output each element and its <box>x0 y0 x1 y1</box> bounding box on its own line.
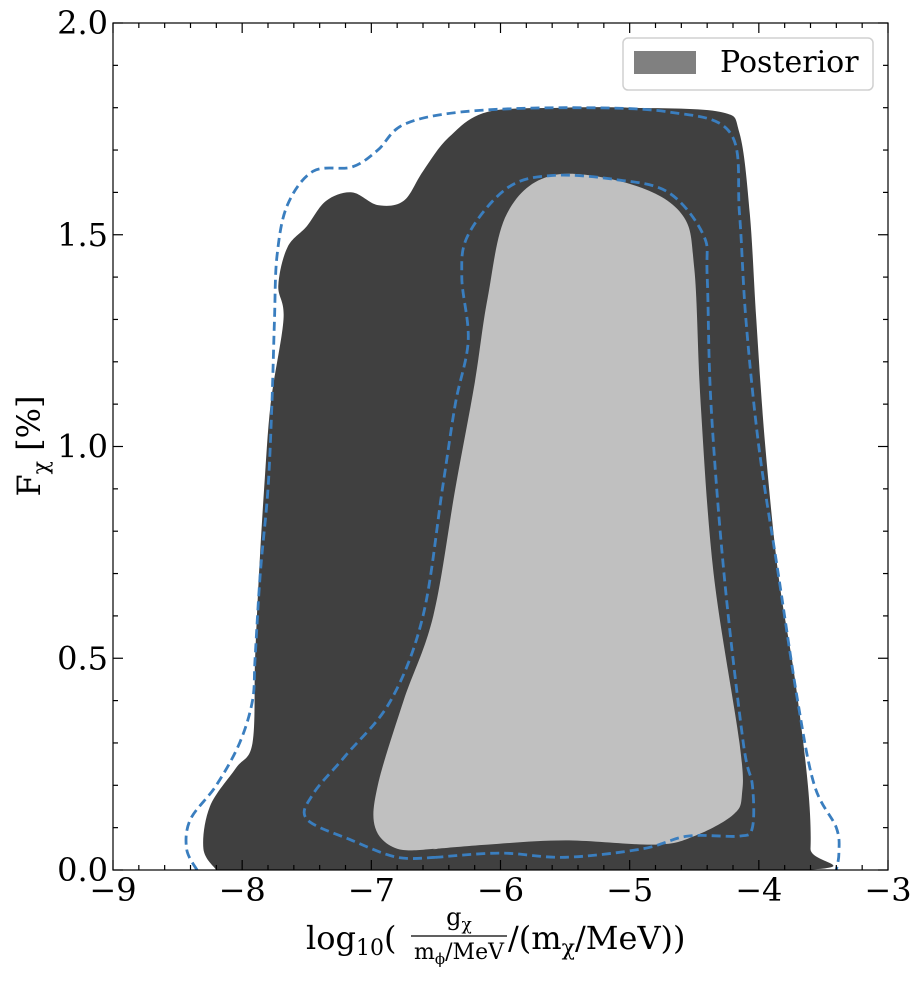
contour-regions <box>184 106 841 870</box>
x-tick-label: −3 <box>864 871 911 909</box>
svg-text:/(mχ/MeV)): /(mχ/MeV)) <box>508 919 686 961</box>
legend-swatch <box>634 51 696 74</box>
plot-frame <box>112 22 889 871</box>
x-tick-label: −4 <box>735 871 782 909</box>
y-tick-label: 1.0 <box>57 428 108 466</box>
y-axis-title: Fχ [%] <box>10 395 54 496</box>
dashed-inner-contour <box>302 173 756 860</box>
x-tick-label: −5 <box>606 871 653 909</box>
x-tick-label: −6 <box>477 871 524 909</box>
tick-labels: −9 −8 −7 −6 −5 −4 −3 0.0 0.5 1.0 1.5 2.0 <box>57 4 911 909</box>
axis-ticks <box>112 22 889 871</box>
x-tick-label: −7 <box>348 871 395 909</box>
svg-text:gχ: gχ <box>446 903 472 935</box>
x-axis-title: log10( gχ mϕ/MeV /(mχ/MeV)) <box>306 903 686 968</box>
dashed-outer-contour <box>184 106 841 870</box>
y-tick-label: 0.0 <box>57 851 108 889</box>
x-tick-label: −8 <box>219 871 266 909</box>
posterior-inner-region <box>373 173 743 851</box>
y-tick-label: 2.0 <box>57 4 108 42</box>
y-tick-label: 0.5 <box>57 639 108 677</box>
svg-text:mϕ/MeV: mϕ/MeV <box>414 940 505 968</box>
svg-text:log10(: log10( <box>306 919 396 961</box>
x-tick-label: −9 <box>89 871 136 909</box>
y-tick-label: 1.5 <box>57 216 108 254</box>
legend: Posterior <box>622 37 874 91</box>
legend-label-posterior: Posterior <box>720 45 859 80</box>
